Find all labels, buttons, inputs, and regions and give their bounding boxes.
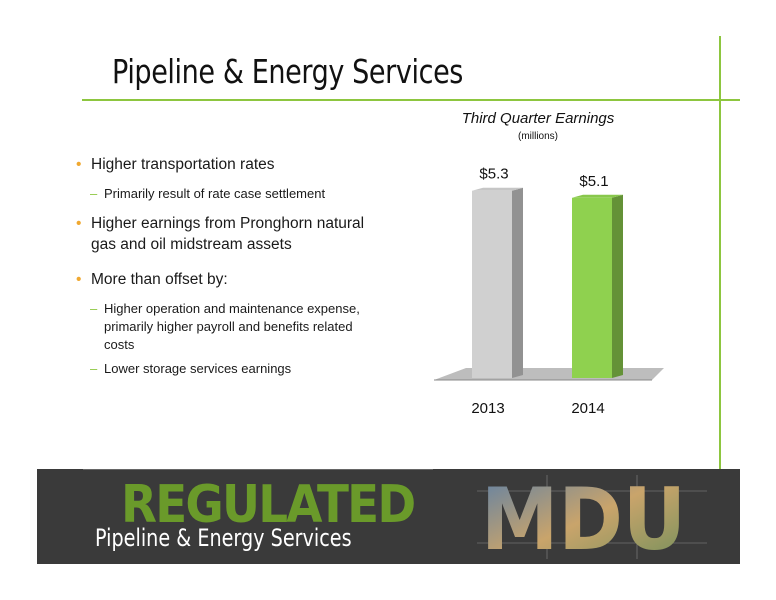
sub-bullet-item: Lower storage services earnings [76, 360, 366, 378]
title-divider [82, 99, 740, 101]
page-title: Pipeline & Energy Services [112, 52, 463, 91]
bar [572, 197, 612, 378]
chart-subtitle: (millions) [518, 131, 558, 142]
banner-top-line [83, 469, 433, 470]
data-label: $5.3 [479, 166, 508, 183]
sub-bullet-item: Primarily result of rate case settlement [76, 185, 366, 203]
bar-side [612, 194, 623, 378]
bullet-item: Higher transportation rates [76, 154, 366, 175]
bar-top [572, 194, 623, 198]
earnings-bar-chart: $5.3 2013 $5.1 2014 [434, 166, 664, 417]
vertical-divider [719, 36, 721, 564]
chart-title: Third Quarter Earnings [461, 110, 615, 127]
footer-banner: REGULATED Pipeline & Energy Services MDU [37, 469, 740, 564]
data-label: $5.1 [579, 173, 608, 190]
x-tick-label: 2013 [471, 400, 504, 417]
mdu-logo: MDU [477, 475, 707, 559]
bullet-item: More than offset by: [76, 269, 366, 290]
banner-subtitle: Pipeline & Energy Services [95, 524, 352, 552]
sub-bullet-item: Higher operation and maintenance expense… [76, 300, 366, 354]
chart-floor [434, 368, 664, 380]
bullet-item: Higher earnings from Pronghorn natural g… [76, 213, 366, 255]
bar-side [512, 187, 523, 378]
bar [472, 190, 512, 378]
svg-text:MDU: MDU [481, 475, 686, 559]
bar-top [472, 187, 523, 191]
x-tick-label: 2014 [571, 400, 604, 417]
bullet-list: Higher transportation rates Primarily re… [76, 154, 366, 384]
banner-word: REGULATED [121, 475, 416, 535]
